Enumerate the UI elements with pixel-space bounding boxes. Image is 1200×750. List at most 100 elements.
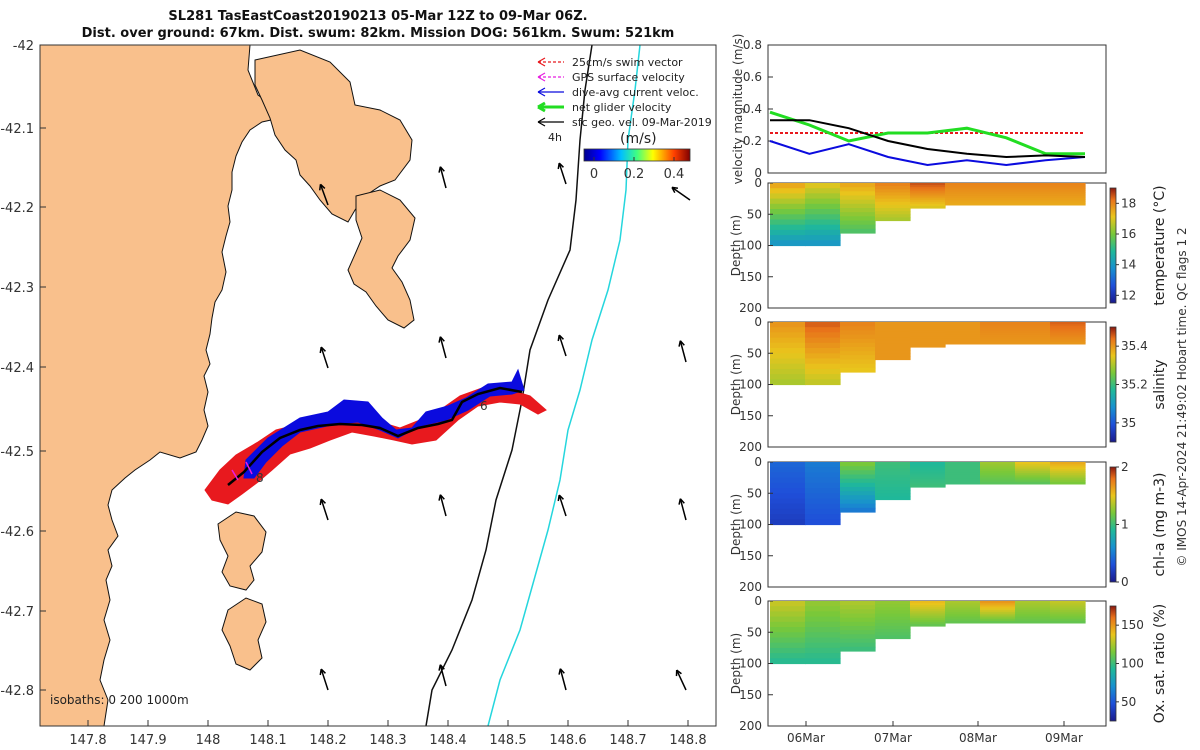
depth-section-cell bbox=[840, 466, 876, 471]
map-xtick-label: 148.6 bbox=[549, 733, 586, 748]
depth-section-cell bbox=[980, 463, 1016, 467]
depth-section-cell bbox=[980, 186, 1016, 189]
depth-section-cell bbox=[770, 503, 806, 510]
depth-section-cell bbox=[840, 338, 876, 344]
depth-section-cell bbox=[1015, 329, 1051, 332]
geo-vector-arrow bbox=[557, 334, 567, 357]
depth-section-cell bbox=[1050, 197, 1086, 200]
depth-section-cell bbox=[1015, 604, 1051, 607]
depth-section-cell bbox=[875, 601, 911, 605]
velocity-ytick-label: 0 bbox=[754, 166, 762, 180]
depth-section-cell bbox=[945, 619, 981, 622]
geo-vector-arrow bbox=[557, 494, 567, 517]
depth-section-cell bbox=[770, 322, 806, 328]
isobaths-label: isobaths: 0 200 1000m bbox=[50, 693, 189, 707]
depth-section-cell bbox=[980, 611, 1016, 615]
depth-section-cell bbox=[945, 601, 981, 604]
depth-section-cell bbox=[805, 637, 841, 644]
depth-ytick-label: 200 bbox=[739, 719, 762, 733]
depth-section-cell bbox=[945, 610, 981, 613]
depth-section-cell bbox=[875, 340, 911, 345]
depth-section-cell bbox=[875, 347, 911, 351]
depth-section-cell bbox=[945, 188, 981, 191]
depth-ytick-label: 200 bbox=[739, 440, 762, 454]
depth-section-cell bbox=[805, 611, 841, 618]
depth-section-cell bbox=[875, 468, 911, 472]
colorbar-label: Ox. sat. ratio (%) bbox=[1152, 604, 1168, 723]
depth-section-cell bbox=[1015, 195, 1051, 199]
depth-ytick-label: 150 bbox=[739, 409, 762, 423]
colorbar-tick-label: 35 bbox=[1121, 416, 1136, 430]
depth-section-cell bbox=[910, 603, 946, 606]
depth-section-cell bbox=[1050, 322, 1086, 325]
depth-section-cell bbox=[1050, 325, 1086, 328]
depth-section-cell bbox=[945, 186, 981, 189]
depth-section-cell bbox=[980, 197, 1016, 200]
velocity-panel: 0 0.2 0.4 0.6 0.8 velocity magnitude (m/s) bbox=[731, 34, 1107, 184]
depth-ytick-label: 100 bbox=[739, 239, 762, 253]
depth-section-cell bbox=[910, 607, 946, 610]
depth-section-cell bbox=[805, 642, 841, 649]
depth-section-cell bbox=[840, 499, 876, 505]
depth-section-cell bbox=[1050, 478, 1086, 481]
depth-section-cell bbox=[1050, 482, 1086, 485]
depth-section-cell bbox=[875, 201, 911, 206]
depth-section-cell bbox=[770, 611, 806, 618]
depth-section-cell bbox=[875, 211, 911, 215]
map-legend: 25cm/s swim vector GPS surface velocity di… bbox=[537, 56, 712, 182]
depth-section-cell bbox=[770, 219, 806, 226]
depth-section-cell bbox=[945, 462, 981, 465]
depth-section-cell bbox=[945, 606, 981, 609]
depth-ytick-label: 50 bbox=[747, 346, 762, 360]
depth-section-cell bbox=[875, 337, 911, 342]
depth-section-cell bbox=[910, 195, 946, 199]
depth-section-cell bbox=[840, 495, 876, 501]
map-xtick-label: 148.7 bbox=[609, 733, 646, 748]
depth-section-cell bbox=[910, 466, 946, 469]
depth-section-cell bbox=[980, 478, 1016, 481]
velocity-ytick-label: 0.6 bbox=[743, 70, 762, 84]
depth-section-cell bbox=[805, 601, 841, 607]
depth-section-cell bbox=[910, 203, 946, 207]
depth-section-cell bbox=[980, 193, 1016, 197]
depth-section-cell bbox=[770, 198, 806, 205]
depth-section-cell bbox=[840, 630, 876, 635]
velocity-yticks: 0 0.2 0.4 0.6 0.8 bbox=[743, 38, 773, 180]
depth-section-cell bbox=[875, 616, 911, 621]
depth-section-cell bbox=[1015, 462, 1051, 465]
depth-section-cell bbox=[840, 474, 876, 480]
depth-section-cell bbox=[875, 328, 911, 332]
depth-section-cell bbox=[980, 322, 1016, 325]
depth-section-cell bbox=[910, 619, 946, 623]
depth-section-cell bbox=[770, 363, 806, 370]
time-tick-label: 08Mar bbox=[959, 731, 997, 745]
depth-section-cell bbox=[1050, 329, 1086, 332]
depth-section-cell bbox=[1050, 340, 1086, 343]
depth-section-cell bbox=[910, 611, 946, 615]
depth-ytick-label: 100 bbox=[739, 518, 762, 532]
depth-section-cell bbox=[910, 601, 946, 604]
geo-vector-arrow bbox=[438, 166, 447, 189]
depth-section-cell bbox=[840, 487, 876, 492]
depth-section-cell bbox=[805, 342, 841, 349]
depth-section-cell bbox=[840, 613, 876, 619]
map-ytick-label: -42.5 bbox=[0, 445, 34, 460]
depth-section-cell bbox=[840, 638, 876, 644]
depth-section-cell bbox=[805, 503, 841, 510]
depth-section-cell bbox=[840, 342, 876, 348]
depth-section-cell bbox=[910, 344, 946, 348]
depth-section-cell bbox=[875, 322, 911, 326]
depth-section-cell bbox=[805, 368, 841, 375]
depth-section-cell bbox=[945, 617, 981, 620]
vector-scale-label: 4h bbox=[548, 131, 562, 144]
depth-section-cell bbox=[1015, 327, 1051, 330]
depth-section-cell bbox=[910, 470, 946, 473]
depth-section-cell bbox=[875, 186, 911, 190]
depth-section-cell bbox=[910, 615, 946, 619]
depth-section-cell bbox=[805, 327, 841, 333]
depth-section-cell bbox=[980, 338, 1016, 341]
depth-section-cell bbox=[805, 632, 841, 639]
depth-section-cell bbox=[980, 199, 1016, 202]
surface-geostrophic-vectors bbox=[318, 162, 691, 691]
